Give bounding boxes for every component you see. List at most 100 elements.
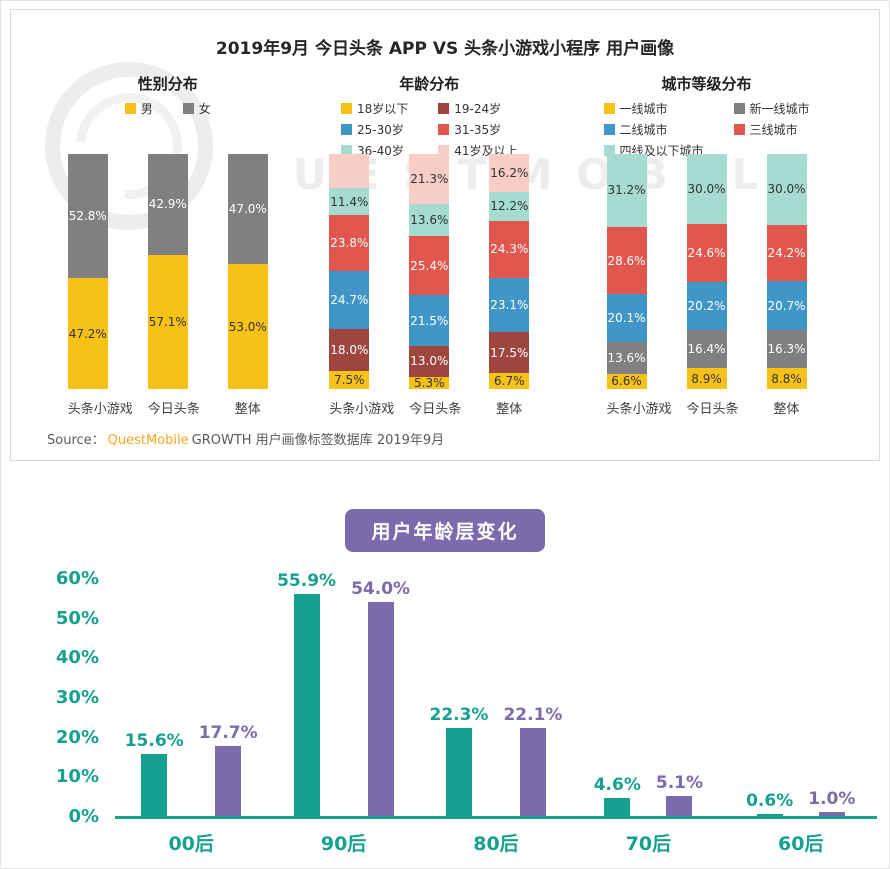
bar-segment (329, 154, 370, 189)
y-tick-label: 30% (55, 687, 99, 708)
bar-group: 15.6% 17.7% (121, 723, 261, 816)
bar-segment: 31.2% (606, 153, 647, 228)
bar-segment: 18.0% (329, 329, 370, 372)
category-label: 今日头条 (409, 402, 462, 417)
chart-group-title: 年龄分布 (399, 75, 460, 93)
legend-swatch-icon (603, 124, 615, 135)
legend: 18岁以下 19-24岁 25-30岁 31-35岁 36-40岁 41岁及以上 (299, 100, 561, 158)
stacked-charts-row: 性别分布男女 47.2% 52.8% 57.1% 42.9% 53.0% 47.0% 头条小游… (11, 73, 879, 417)
y-tick-label: 20% (55, 726, 99, 748)
top-chart-title: 2019年9月 今日头条 APP VS 头条小游戏小程序 用户画像 (215, 39, 675, 59)
bar-value-label: 55.9% (277, 571, 337, 592)
bar-segment: 24.3% (489, 220, 530, 278)
bar-segment: 53.0% (227, 264, 268, 389)
legend-item: 三线城市 (733, 121, 810, 138)
bar-segment: 52.8% (67, 154, 108, 279)
stacked-bar: 57.1% 42.9% (147, 154, 188, 389)
chart-group: 年龄分布 18岁以下 19-24岁 25-30岁 31-35岁 36-40岁 41岁及以上 7… (299, 73, 561, 417)
bar-segment: 8.8% (766, 368, 807, 389)
legend: 一线城市 新一线城市 二线城市 三线城市 四线及以下城市 (560, 100, 853, 158)
legend-item: 新一线城市 (733, 100, 810, 117)
bar-value-label: 22.1% (503, 705, 563, 726)
bar-segment: 16.3% (766, 330, 807, 369)
plot-area: 15.6% 17.7% 55.9% 54.0% 22.3% 22.1% 4.6% 5.1% 0.… (115, 571, 877, 819)
source-brand: QuestMobile (107, 433, 189, 448)
bar (604, 797, 631, 816)
top-chart-card: QUESTMOBILE 2019年9月 今日头条 APP VS 头条小游戏小程序… (10, 9, 880, 461)
bar-segment: 6.6% (606, 373, 647, 389)
bar-segment: 28.6% (606, 227, 647, 295)
source-line: Source： QuestMobile GROWTH 用户画像标签数据库 2019年… (47, 429, 444, 448)
bar-segment: 16.2% (489, 154, 530, 193)
bottom-chart-plot-wrap: 0% 10% 20% 30% 40% 50% 60% 15.6% 17.7% 55.9% 54.0… (19, 568, 877, 827)
bar-unit: 55.9% (277, 571, 336, 816)
bar-value-label: 54.0% (351, 578, 411, 599)
legend-label: 一线城市 (619, 102, 668, 116)
bar-segment: 11.4% (329, 188, 370, 216)
x-axis-labels: 00后 90后 80后 70后 60后 (115, 829, 877, 856)
legend-swatch-icon (733, 103, 745, 114)
category-labels: 头条小游戏 今日头条 整体 (560, 398, 853, 417)
bar (445, 727, 472, 816)
category-label: 头条小游戏 (329, 402, 395, 417)
bar-group: 4.6% 5.1% (578, 773, 718, 816)
legend-item: 男 (124, 100, 153, 117)
category-label: 整体 (773, 402, 800, 417)
bar-group: 55.9% 54.0% (274, 571, 414, 816)
legend-item: 19-24岁 (438, 100, 517, 117)
bar-value-label: 5.1% (655, 772, 704, 793)
bar (756, 813, 783, 816)
bar-segment: 16.4% (686, 329, 727, 369)
x-axis-label: 90后 (320, 833, 367, 855)
bar-segment: 23.8% (329, 215, 370, 272)
stacked-bar: 8.9% 16.4% 20.2% 24.6% 30.0% (686, 153, 727, 389)
bar-unit: 22.1% (503, 705, 562, 816)
category-label: 头条小游戏 (606, 402, 672, 417)
y-tick-label: 0% (68, 806, 99, 827)
legend-swatch-icon (733, 124, 745, 135)
category-label: 整体 (496, 402, 523, 417)
bar (666, 795, 693, 816)
bar-value-label: 4.6% (593, 774, 641, 795)
bar-segment: 21.5% (409, 295, 450, 346)
chart-group: 城市等级分布 一线城市 新一线城市 二线城市 三线城市 四线及以下城市 6.6% 13.6% 2… (560, 73, 853, 417)
legend-swatch-icon (603, 145, 615, 156)
y-tick-label: 60% (55, 568, 99, 589)
x-axis-label: 60后 (778, 833, 824, 855)
bar-unit: 4.6% (594, 775, 641, 816)
bar-segment: 23.1% (489, 277, 530, 333)
bottom-chart-section: 用户年龄层变化 0% 10% 20% 30% 40% 50% 60% 15.6% 17.7% 5… (1, 509, 889, 856)
bar-value-label: 1.0% (808, 789, 856, 809)
bar-segment: 47.2% (67, 278, 108, 389)
source-prefix: Source： (47, 433, 105, 448)
category-label: 头条小游戏 (67, 402, 133, 417)
bar-segment: 6.7% (489, 373, 530, 389)
bar-group: 22.3% 22.1% (426, 705, 566, 816)
bar (215, 745, 242, 816)
bar-segment: 7.5% (329, 371, 370, 389)
bar-unit: 22.3% (429, 705, 488, 816)
bar-segment: 24.2% (766, 224, 807, 282)
bar-segment: 24.7% (329, 271, 370, 330)
chart-group-title: 性别分布 (137, 75, 198, 93)
stacked-bar: 7.5% 18.0% 24.7% 23.8% 11.4% (329, 154, 370, 389)
chart-group: 性别分布男女 47.2% 52.8% 57.1% 42.9% 53.0% 47.0% 头条小游… (37, 73, 299, 417)
stacked-bar: 47.2% 52.8% (67, 154, 108, 389)
legend-item: 女 (182, 100, 211, 117)
legend-swatch-icon (603, 103, 615, 114)
bar-segment: 5.3% (409, 376, 450, 389)
bar-segment: 30.0% (766, 154, 807, 225)
legend-item: 18岁以下 (341, 100, 408, 117)
bar-segment: 21.3% (409, 153, 450, 204)
legend-item: 一线城市 (603, 100, 704, 117)
legend-label: 三线城市 (749, 123, 798, 137)
legend-label: 31-35岁 (454, 123, 502, 137)
chart-group-title: 城市等级分布 (661, 75, 752, 93)
y-tick-label: 40% (55, 647, 99, 669)
bar-value-label: 15.6% (124, 731, 184, 752)
legend: 男女 (37, 100, 299, 154)
legend-label: 女 (198, 102, 211, 116)
legend-label: 25-30岁 (357, 123, 404, 137)
bar-segment: 24.6% (686, 224, 727, 283)
